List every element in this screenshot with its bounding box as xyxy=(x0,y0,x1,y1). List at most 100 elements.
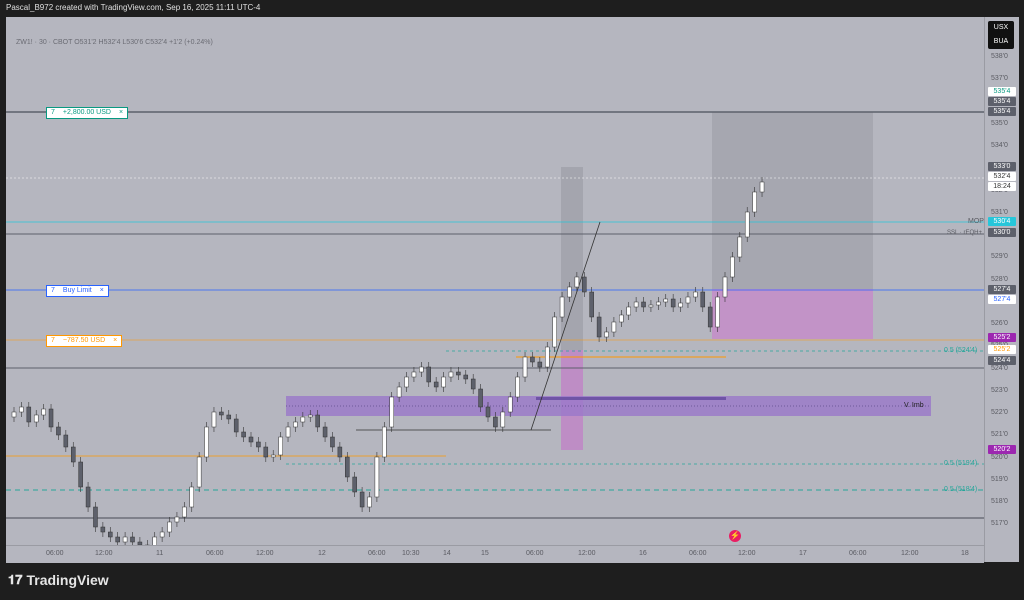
currency-badge[interactable]: USX BUA xyxy=(988,21,1014,49)
candle xyxy=(122,536,128,543)
candle xyxy=(507,396,513,413)
candle xyxy=(263,446,269,458)
candle xyxy=(737,236,743,258)
candle xyxy=(582,276,587,293)
candle xyxy=(78,461,83,488)
order-pnl-label: +2,800.00 USD xyxy=(62,109,111,116)
candle xyxy=(463,374,469,380)
price-label: 525'2 xyxy=(988,345,1016,354)
candle xyxy=(419,366,424,373)
price-tick: 524'0 xyxy=(991,364,1008,372)
candle xyxy=(656,301,661,306)
candle xyxy=(93,506,98,528)
price-axis[interactable]: 538'0537'0536'0535'0534'0533'0532'0531'0… xyxy=(984,17,1019,562)
candle xyxy=(626,306,631,316)
price-tick: 522'0 xyxy=(991,409,1008,416)
candle xyxy=(589,291,594,318)
candle xyxy=(730,256,735,278)
chart-pane[interactable]: ZW1! · 30 · CBOT O531'2 H532'4 L530'6 C5… xyxy=(6,17,984,562)
time-tick: 17 xyxy=(799,550,807,557)
candle xyxy=(596,316,602,338)
candle xyxy=(752,191,757,213)
order-type-label: Buy Limit xyxy=(62,287,92,294)
candle xyxy=(85,486,91,508)
candle xyxy=(196,456,202,488)
candle xyxy=(41,408,46,416)
fib-label: 0.5 (524'4) xyxy=(944,347,978,354)
candle xyxy=(159,531,165,538)
symbol-info: ZW1! · 30 · CBOT O531'2 H532'4 L530'6 C5… xyxy=(16,39,213,46)
candle xyxy=(759,181,765,193)
candle xyxy=(70,446,76,463)
candle xyxy=(300,416,306,423)
close-icon[interactable]: × xyxy=(99,287,104,294)
time-tick: 15 xyxy=(481,550,489,557)
price-tick: 535'0 xyxy=(991,119,1008,127)
candle xyxy=(248,436,254,443)
price-label: 18:24 xyxy=(988,182,1016,191)
time-tick: 06:00 xyxy=(206,550,224,557)
candle xyxy=(619,314,624,323)
close-icon[interactable]: × xyxy=(118,109,124,116)
order-qty: 7 xyxy=(51,287,55,294)
price-tick: 521'0 xyxy=(991,431,1008,439)
time-tick: 12:00 xyxy=(95,550,113,557)
close-icon[interactable]: × xyxy=(113,337,118,344)
chart-credit: Pascal_B972 created with TradingView.com… xyxy=(6,3,261,12)
tradingview-logo: 𝟏𝟕 TradingView xyxy=(8,572,109,588)
price-tick: 528'0 xyxy=(991,275,1008,283)
candle xyxy=(478,388,483,408)
time-axis[interactable]: 06:00 12:00 11 06:00 12:00 12 06:00 10:30 14 15 06… xyxy=(6,545,984,563)
price-label: 530'0 xyxy=(988,228,1016,237)
candle xyxy=(174,516,180,523)
time-tick: 18 xyxy=(961,550,969,557)
price-tick: 538'0 xyxy=(991,53,1008,60)
candle xyxy=(226,414,232,420)
candle xyxy=(493,416,498,428)
order-qty: 7 xyxy=(51,109,55,116)
order-qty: 7 xyxy=(51,337,55,344)
price-label: 527'4 xyxy=(988,285,1016,294)
candle xyxy=(574,276,580,288)
volume-imbalance-label: V. Imb xyxy=(904,402,924,409)
time-tick: 12:00 xyxy=(901,550,919,557)
candle xyxy=(315,414,320,428)
candle xyxy=(293,421,298,428)
price-tick: 520'0 xyxy=(991,453,1008,461)
candle xyxy=(411,371,417,378)
price-tick: 523'0 xyxy=(991,386,1008,394)
time-tick: 12:00 xyxy=(578,550,596,557)
candle xyxy=(426,366,431,383)
candle xyxy=(433,381,439,388)
order-take-profit[interactable]: 7 +2,800.00 USD × xyxy=(46,107,129,119)
candle xyxy=(56,426,61,436)
candle xyxy=(537,361,543,368)
fib-label: 0.5 (519'4) xyxy=(944,460,978,467)
candle xyxy=(352,476,357,493)
candle xyxy=(530,356,535,363)
candle xyxy=(633,301,639,308)
price-label: 533'0 xyxy=(988,162,1016,171)
price-label: 520'2 xyxy=(988,445,1016,454)
lightning-icon[interactable]: ⚡ xyxy=(729,530,741,542)
price-tick: 531'0 xyxy=(991,208,1008,216)
candle xyxy=(670,298,676,308)
time-tick: 06:00 xyxy=(526,550,544,557)
price-label: 532'4 xyxy=(988,172,1016,181)
time-tick: 12:00 xyxy=(738,550,756,557)
candle xyxy=(744,211,750,238)
candle xyxy=(685,296,691,304)
ssl-label: SSL · rEQH+ xyxy=(947,230,982,236)
price-tick: 517'0 xyxy=(991,520,1008,528)
currency-bottom: BUA xyxy=(993,38,1009,45)
candle xyxy=(367,496,372,508)
candle xyxy=(500,411,506,428)
order-stop-loss[interactable]: 7 −787.50 USD × xyxy=(46,335,123,347)
candle xyxy=(48,408,54,428)
candle xyxy=(182,506,187,518)
candle xyxy=(611,321,617,333)
time-tick: 10:30 xyxy=(402,550,420,557)
order-buy-limit[interactable]: 7 Buy Limit × xyxy=(46,285,109,297)
candle xyxy=(322,426,328,438)
mop-label: MOP xyxy=(968,218,984,225)
